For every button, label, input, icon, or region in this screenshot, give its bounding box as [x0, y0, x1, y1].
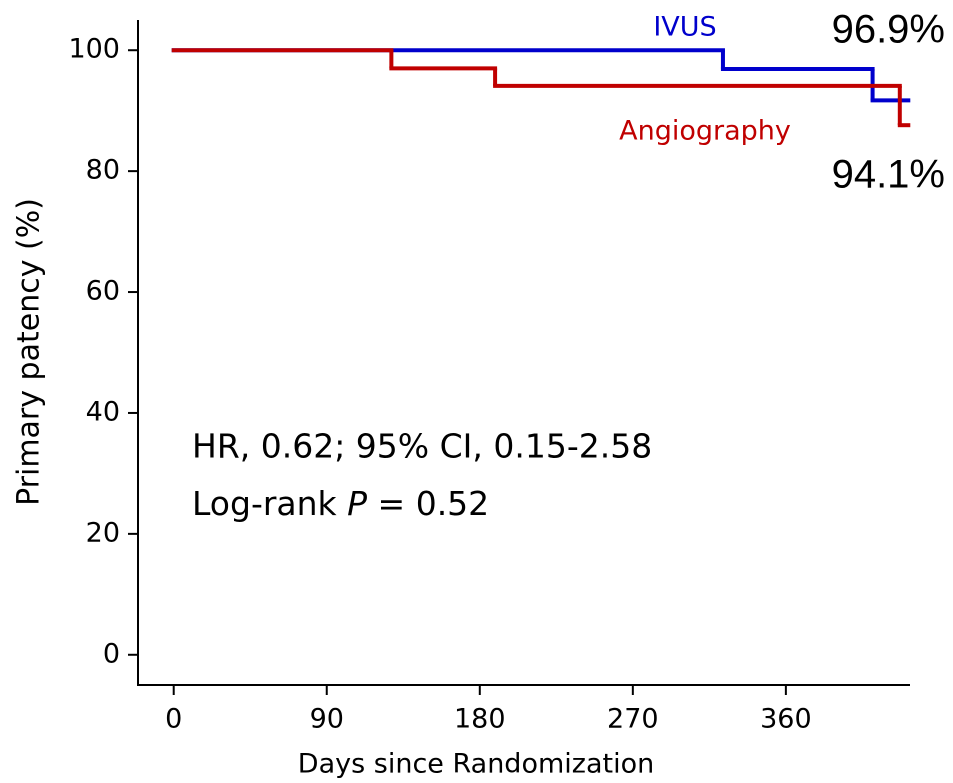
hr-text: HR, 0.62; 95% CI, 0.15-2.58: [192, 427, 652, 466]
y-tick-label: 0: [103, 638, 120, 669]
series-label: Angiography: [619, 116, 791, 147]
logrank-text: Log-rank P = 0.52: [192, 484, 489, 523]
y-tick-label: 20: [86, 517, 120, 548]
x-tick-label: 180: [454, 704, 506, 735]
x-tick-label: 0: [165, 704, 182, 735]
y-tick-label: 40: [86, 396, 120, 427]
logrank-part: Log-rank: [192, 484, 347, 523]
logrank-part: = 0.52: [367, 484, 489, 523]
y-tick-label: 80: [86, 155, 120, 186]
y-tick-label: 100: [68, 34, 120, 65]
x-axis-label: Days since Randomization: [298, 749, 654, 780]
angio-rate: 94.1%: [832, 153, 945, 197]
x-tick-label: 90: [310, 704, 344, 735]
y-tick-label: 60: [86, 276, 120, 307]
x-tick-label: 360: [760, 704, 812, 735]
series-label: IVUS: [653, 12, 716, 43]
x-tick-label: 270: [607, 704, 659, 735]
logrank-part: P: [347, 484, 367, 523]
ivus-rate: 96.9%: [832, 8, 945, 52]
y-axis-label: Primary patency (%): [12, 198, 47, 506]
